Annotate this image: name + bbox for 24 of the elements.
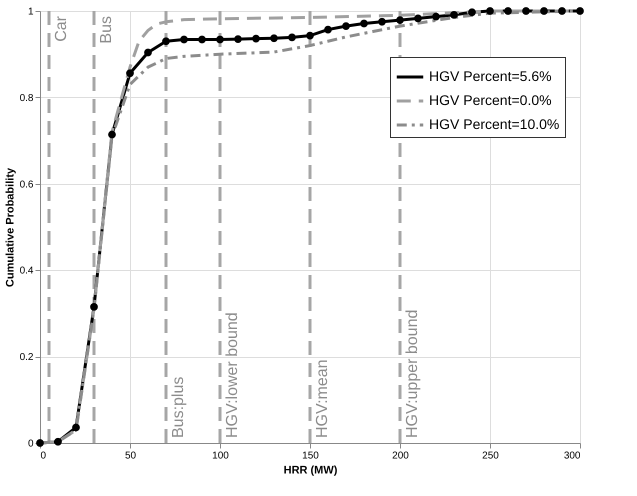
x-tick-label: 250	[482, 450, 500, 462]
ref-line-label: Bus:plus	[170, 376, 187, 438]
x-tick-label: 200	[392, 450, 410, 462]
x-tick-label: 150	[302, 450, 320, 462]
y-axis-title: Cumulative Probability	[4, 167, 17, 288]
y-tick-label: 0.4	[20, 266, 34, 277]
ref-line-label: HGV:upper bound	[404, 310, 421, 438]
ref-line-label: Car	[53, 15, 70, 42]
y-tick-label: 0.6	[20, 179, 34, 190]
x-tick-label: 300	[564, 450, 581, 462]
legend-label: HGV Percent=5.6%	[429, 68, 552, 84]
y-tick-label: 0.8	[20, 92, 34, 104]
x-tick-label: 100	[212, 450, 230, 462]
legend-label: HGV Percent=10.0%	[429, 116, 560, 132]
y-tick-label: 0	[28, 438, 34, 450]
ref-line-label: HGV:mean	[314, 359, 331, 438]
ref-line-label: Bus	[98, 16, 115, 44]
y-tick-label: 1	[28, 6, 34, 18]
x-axis-title: HRR (MW)	[284, 464, 338, 476]
x-tick-label: 50	[124, 450, 136, 462]
ref-line-label: HGV:lower bound	[224, 312, 241, 438]
x-tick-label: 0	[40, 450, 46, 462]
y-tick-label: 0.2	[20, 352, 34, 364]
legend-label: HGV Percent=0.0%	[429, 92, 552, 108]
